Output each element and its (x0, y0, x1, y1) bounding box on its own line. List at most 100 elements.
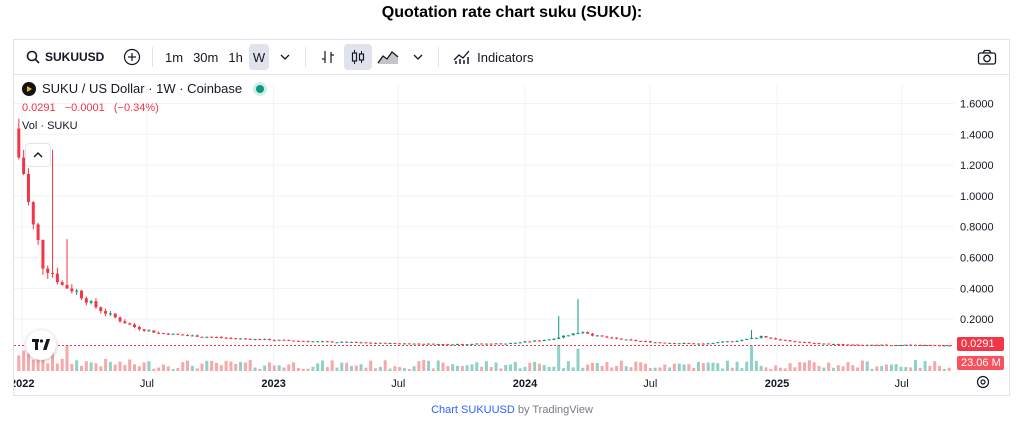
candle (272, 340, 276, 342)
volume-bar (803, 362, 807, 371)
legend-last: 0.0291 (22, 102, 56, 114)
volume-bar (325, 367, 329, 371)
candle (677, 343, 681, 345)
volume-bar (446, 366, 450, 371)
candle (70, 288, 74, 292)
volume-bar (759, 365, 763, 371)
y-tick-label: 0.2000 (960, 314, 994, 326)
compare-symbol-button[interactable] (118, 44, 146, 70)
timeframe-dropdown[interactable] (271, 44, 299, 70)
indicators-button[interactable]: Indicators (447, 44, 539, 70)
candle (325, 341, 329, 343)
candle (171, 333, 175, 335)
candle (55, 273, 59, 283)
x-tick-label: Jul (643, 378, 657, 390)
candle (330, 341, 334, 343)
volume-bar (70, 364, 74, 371)
chart-link[interactable]: Chart SUKUUSD (431, 404, 515, 416)
volume-bar (402, 368, 406, 371)
candle (923, 344, 927, 346)
volume-bar (378, 366, 382, 371)
bar-chart-type-button[interactable] (314, 44, 342, 70)
candle (783, 339, 787, 341)
volume-bar (658, 367, 662, 371)
timeframe-w[interactable]: W (248, 44, 270, 70)
candle (658, 342, 662, 344)
volume-bar (200, 363, 204, 371)
candle (99, 307, 103, 312)
candle (870, 344, 874, 346)
volume-bar (359, 364, 363, 371)
indicators-icon (453, 50, 470, 64)
volume-bar (778, 367, 782, 371)
volume-bar (928, 365, 932, 371)
last-volume-label: 23.06 M (957, 356, 1004, 370)
symbol-search-button[interactable]: SUKUUSD (16, 44, 116, 70)
candle (26, 174, 30, 203)
volume-bar (161, 364, 165, 371)
tradingview-logo-icon[interactable] (26, 330, 56, 360)
candlestick-chart-button[interactable] (344, 44, 373, 70)
chart-area[interactable]: 1.6000 1.4000 1.2000 1.0000 0.8000 0.6000 0.40… (14, 75, 1009, 395)
area-chart-button[interactable] (374, 44, 402, 70)
candle (595, 335, 599, 337)
snapshot-button[interactable] (973, 44, 1001, 70)
volume-bar (55, 363, 59, 371)
collapse-legend-button[interactable] (25, 143, 51, 167)
candle (84, 298, 88, 303)
volume-bar (128, 359, 132, 371)
volume-bar (195, 368, 199, 371)
volume-bar (764, 367, 768, 371)
volume-bar (181, 362, 185, 371)
volume-bar (528, 362, 532, 371)
footer-by: by TradingView (514, 404, 593, 416)
volume-bar (243, 362, 247, 371)
volume-bar (904, 367, 908, 371)
market-status-icon[interactable] (256, 84, 265, 93)
candle (557, 337, 561, 339)
volume-bar (557, 345, 561, 371)
toolbar-divider (152, 47, 153, 67)
candle (856, 344, 860, 346)
volume-bar (571, 367, 575, 371)
candle (51, 272, 55, 274)
candle (523, 341, 527, 343)
candle (65, 284, 69, 289)
volume-bar (142, 362, 146, 371)
chart-type-dropdown[interactable] (404, 44, 432, 70)
candle (446, 344, 450, 346)
candle (378, 342, 382, 344)
timeframe-30m[interactable]: 30m (193, 49, 219, 65)
volume-bar (523, 366, 527, 371)
candle (388, 342, 392, 344)
candle (827, 343, 831, 345)
candle (455, 343, 459, 345)
volume-bar (769, 368, 773, 371)
chart-settings-button[interactable] (976, 375, 990, 394)
volume-bar (431, 368, 435, 371)
volume-bar (552, 366, 556, 371)
candle (470, 344, 474, 346)
candle (494, 343, 498, 345)
price-chart[interactable]: 1.6000 1.4000 1.2000 1.0000 0.8000 0.6000 0.40… (14, 75, 1009, 395)
volume-bar (885, 364, 889, 371)
volume-bar (595, 363, 599, 371)
volume-bar (349, 365, 353, 371)
candle (716, 342, 720, 344)
volume-bar (856, 367, 860, 371)
timeframe-1h[interactable]: 1h (228, 49, 243, 65)
volume-bar (489, 366, 493, 371)
legend-change: −0.0001 (64, 102, 105, 114)
candle (484, 343, 488, 345)
volume-bar (460, 366, 464, 371)
candle (831, 343, 835, 345)
candle (648, 341, 652, 343)
candle (904, 344, 908, 346)
volume-bar (427, 360, 431, 371)
timeframe-1m[interactable]: 1m (165, 49, 184, 65)
candle (282, 339, 286, 341)
candle (364, 342, 368, 344)
candle (383, 342, 387, 344)
candle (79, 290, 83, 299)
legend-change-pct: (−0.34%) (113, 102, 159, 114)
